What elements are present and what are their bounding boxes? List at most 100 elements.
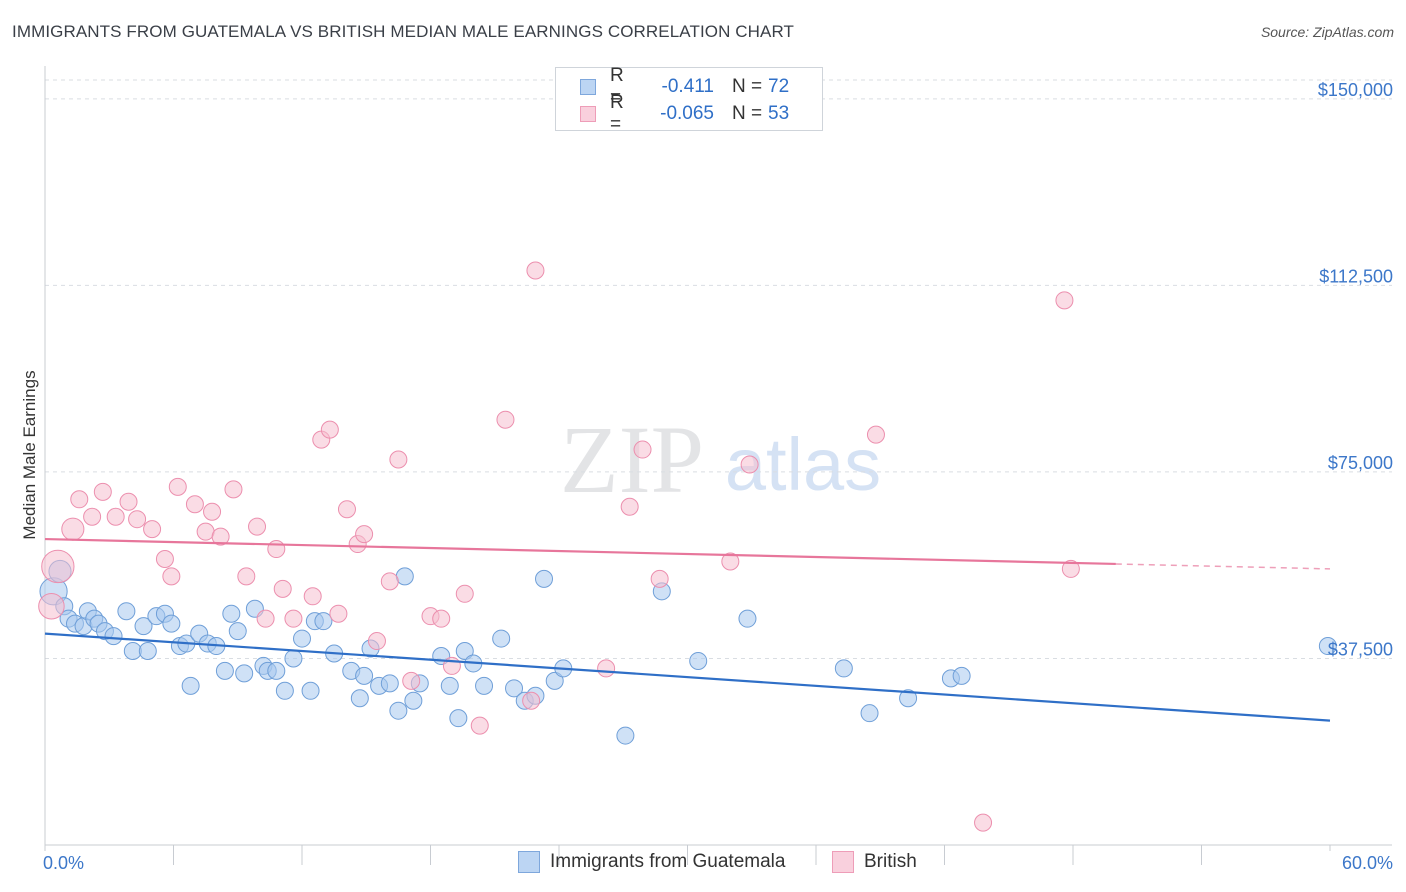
legend-r-value: -0.411 — [661, 76, 714, 97]
british-point — [143, 520, 162, 539]
guatemala-point — [284, 649, 303, 668]
british-point — [284, 609, 303, 628]
british-point — [389, 450, 408, 469]
legend-row-british: R = -0.065 N = 53 — [580, 92, 790, 135]
british-point — [380, 572, 399, 591]
guatemala-point — [123, 642, 142, 661]
british-point — [522, 691, 541, 710]
legend-r-value: -0.065 — [660, 103, 714, 124]
guatemala-point — [228, 622, 247, 641]
british-point — [1055, 291, 1074, 310]
guatemala-point — [616, 726, 635, 745]
british-point — [1061, 559, 1080, 578]
guatemala-point — [181, 676, 200, 695]
british-point — [650, 569, 669, 588]
source-label: Source: ZipAtlas.com — [1260, 24, 1394, 40]
british-point — [61, 517, 85, 541]
guatemala-point — [275, 681, 294, 700]
y-tick-label: $112,500 — [1319, 266, 1393, 286]
british-point — [337, 500, 356, 519]
legend-n-label: N = — [732, 76, 763, 97]
bottom-legend-guatemala: Immigrants from Guatemala — [518, 851, 785, 873]
british-point — [119, 492, 138, 511]
british-point — [974, 813, 993, 832]
british-point — [303, 587, 322, 606]
guatemala-point — [535, 569, 554, 588]
guatemala-point — [689, 651, 708, 670]
british-point — [355, 525, 374, 544]
british-point — [211, 527, 230, 546]
legend-row-guatemala: R = -0.411 N = 72 — [580, 65, 789, 108]
british-point — [93, 482, 112, 501]
british-point — [155, 549, 174, 568]
guatemala-point — [380, 674, 399, 693]
british-point — [106, 507, 125, 526]
british-point — [70, 490, 89, 509]
guatemala-point — [404, 691, 423, 710]
british-point — [526, 261, 545, 280]
guatemala-point — [952, 666, 971, 685]
guatemala-point — [350, 689, 369, 708]
british-point — [168, 477, 187, 496]
guatemala-point — [235, 664, 254, 683]
guatemala-point — [162, 614, 181, 633]
guatemala-point — [355, 666, 374, 685]
legend-n-value: 53 — [768, 103, 790, 124]
legend-r-label: R = — [610, 92, 624, 135]
guatemala-point — [138, 642, 157, 661]
british-point — [866, 425, 885, 444]
guatemala-point — [834, 659, 853, 678]
bottom-legend-swatch-british — [832, 851, 854, 873]
guatemala-point — [222, 604, 241, 623]
guatemala-point — [505, 679, 524, 698]
guatemala-point — [475, 676, 494, 695]
bottom-legend-label-british: British — [864, 851, 917, 872]
guatemala-point — [492, 629, 511, 648]
british-point — [128, 510, 147, 529]
guatemala-point — [134, 617, 153, 636]
british-point — [267, 540, 286, 559]
guatemala-point — [449, 709, 468, 728]
guatemala-point — [860, 704, 879, 723]
british-point — [329, 604, 348, 623]
guatemala-point — [1318, 637, 1337, 656]
british-point — [320, 420, 339, 439]
y-tick-label: $75,000 — [1328, 453, 1393, 473]
watermark-zip: ZIP — [560, 406, 704, 513]
legend-swatch-guatemala — [580, 79, 596, 95]
bottom-legend-swatch-guatemala — [518, 851, 540, 873]
guatemala-point — [545, 671, 564, 690]
guatemala-point — [899, 689, 918, 708]
british-point — [237, 567, 256, 586]
guatemala-point — [267, 661, 286, 680]
british-point — [196, 522, 215, 541]
guatemala-trend-line — [44, 632, 1331, 722]
legend-swatch-british — [580, 106, 596, 122]
guatemala-point — [440, 676, 459, 695]
british-point — [455, 584, 474, 603]
chart-title: IMMIGRANTS FROM GUATEMALA VS BRITISH MED… — [12, 22, 795, 41]
british-point — [203, 502, 222, 521]
british-point — [470, 716, 489, 735]
guatemala-point — [104, 627, 123, 646]
british-point — [620, 497, 639, 516]
bottom-legend-british: British — [832, 851, 917, 873]
british-point — [597, 659, 616, 678]
british-point — [41, 549, 75, 584]
guatemala-point — [301, 681, 320, 700]
british-point — [721, 552, 740, 571]
guatemala-point — [314, 612, 333, 631]
guatemala-point — [389, 701, 408, 720]
british-trend-line — [44, 537, 1116, 566]
british-point — [256, 609, 275, 628]
x-tick-label-min: 0.0% — [43, 853, 84, 873]
british-point — [273, 579, 292, 598]
guatemala-point — [293, 629, 311, 648]
guatemala-point — [395, 567, 414, 586]
british-point — [83, 507, 102, 526]
bottom-legend-label-guatemala: Immigrants from Guatemala — [550, 851, 786, 872]
guatemala-point — [738, 609, 757, 628]
british-point — [633, 440, 652, 459]
legend-r-label: R = — [610, 65, 624, 108]
